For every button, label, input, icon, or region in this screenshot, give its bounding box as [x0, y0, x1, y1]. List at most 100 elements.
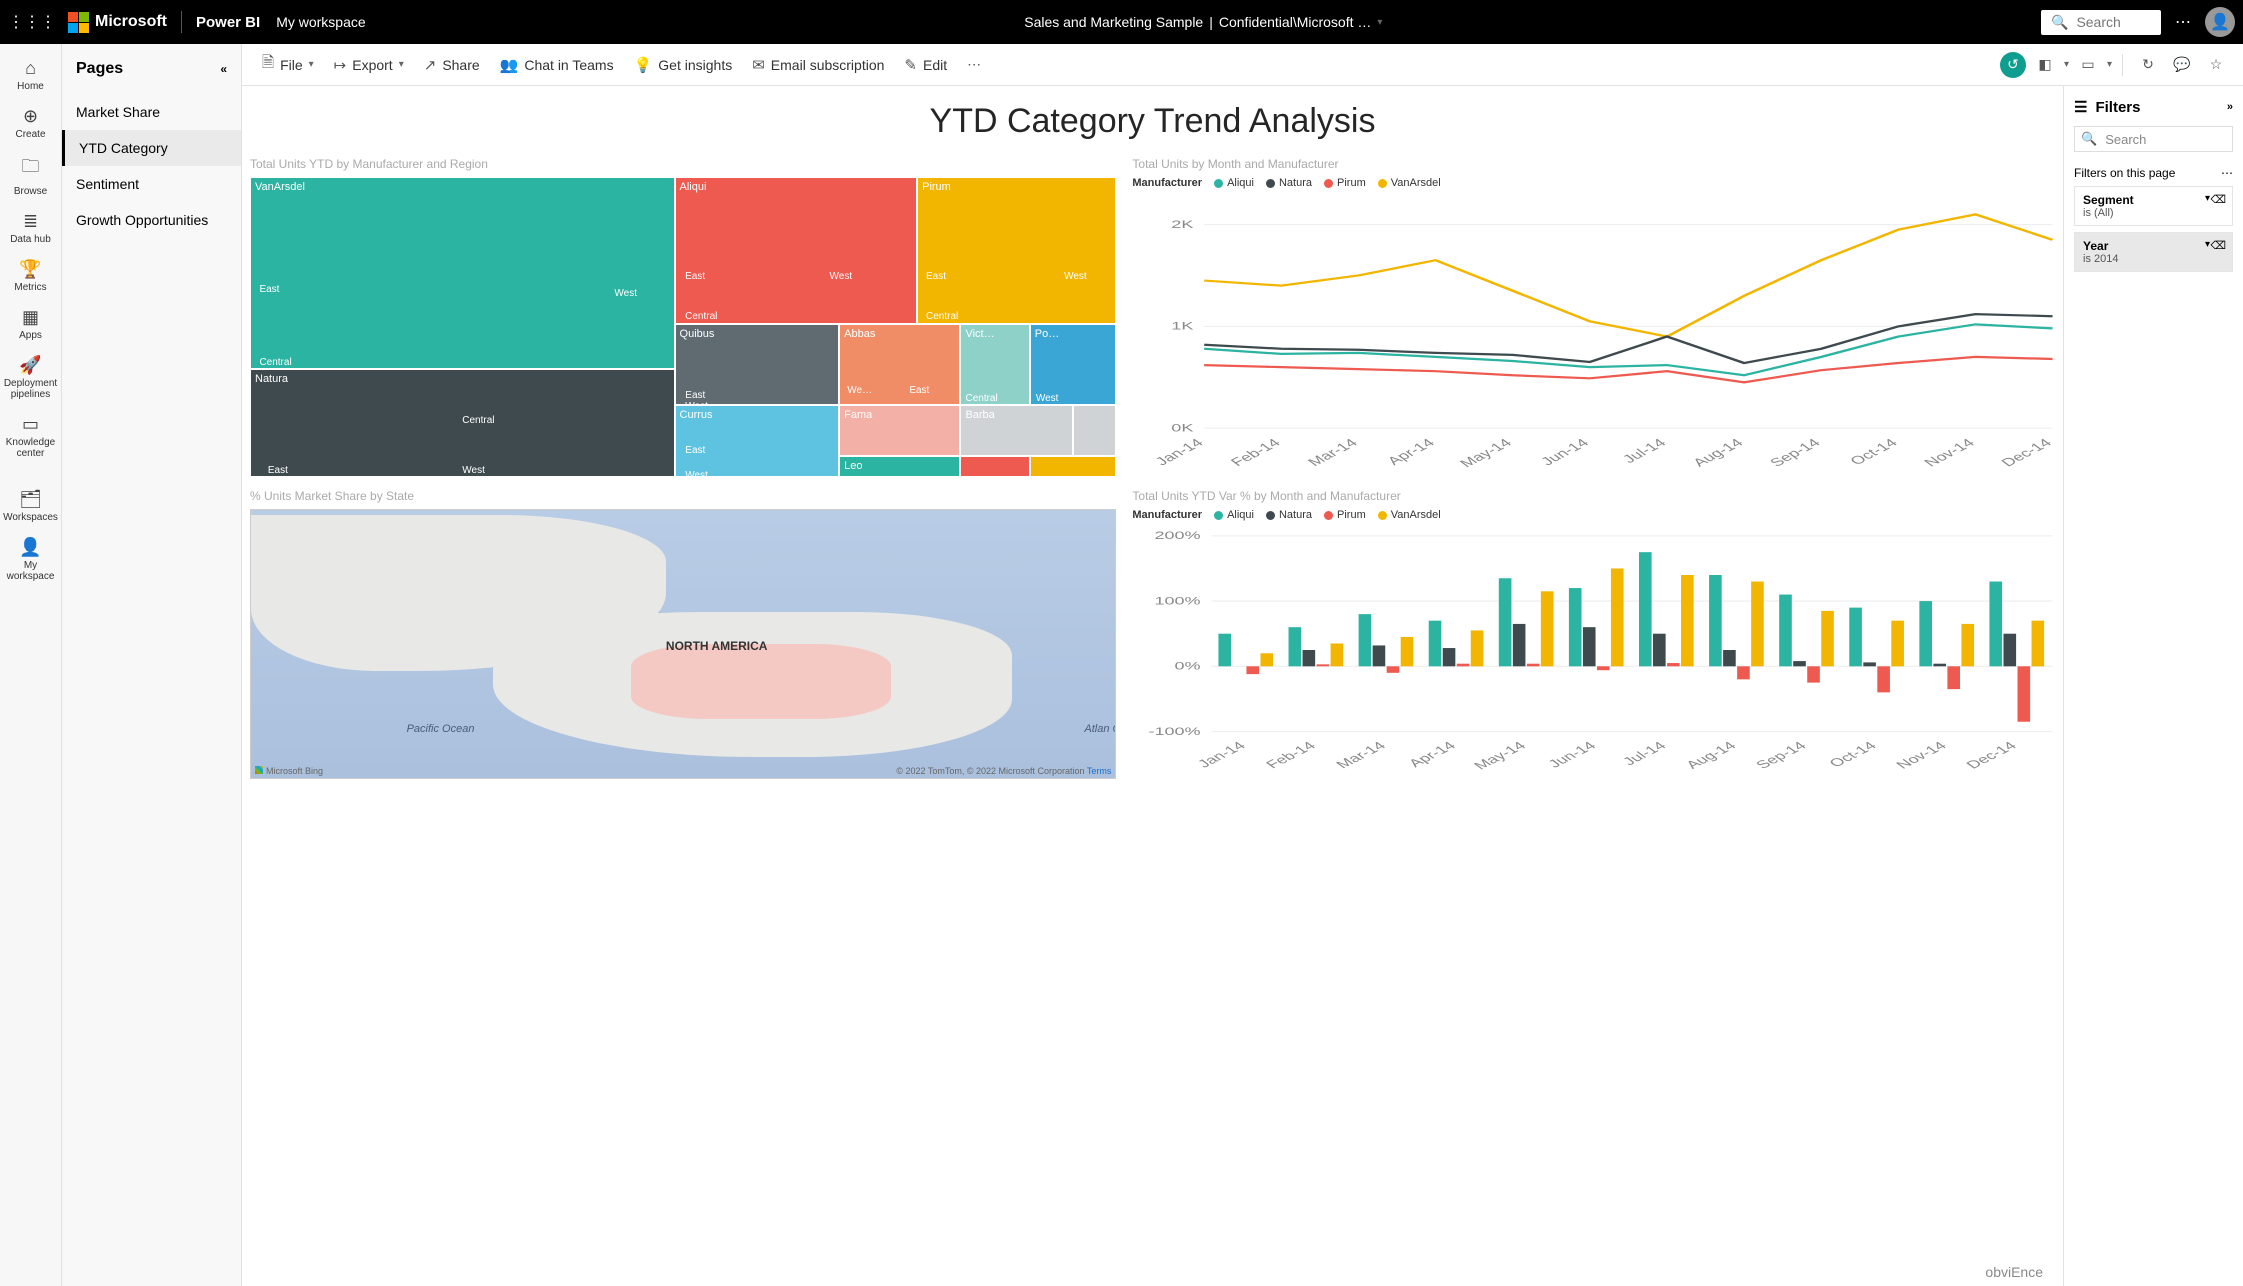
search-input[interactable] [2076, 14, 2146, 30]
nav-knowledge-center[interactable]: ▭Knowledge center [0, 408, 61, 465]
line-series[interactable] [1205, 357, 2053, 382]
treemap-chart[interactable]: VanArsdelEastWestCentralAliquiEastWestCe… [250, 177, 1116, 477]
more-actions-icon[interactable]: ⋯ [959, 50, 989, 80]
nav-data-hub[interactable]: ≣Data hub [0, 205, 61, 251]
line-series[interactable] [1205, 214, 2053, 336]
treemap-cell[interactable] [1030, 456, 1117, 477]
line-chart-panel[interactable]: Total Units by Month and Manufacturer Ma… [1132, 157, 2063, 477]
edit-button[interactable]: ✎Edit [896, 52, 955, 78]
bar[interactable] [1471, 630, 1484, 666]
bar[interactable] [1934, 664, 1947, 667]
nav-browse[interactable]: 🗀Browse [0, 148, 61, 203]
bar[interactable] [1611, 568, 1624, 666]
chevron-down-icon[interactable]: ▾ [1377, 17, 1382, 28]
nav-home[interactable]: ⌂Home [0, 52, 61, 98]
get-insights-button[interactable]: 💡Get insights [626, 52, 741, 78]
page-tab-market-share[interactable]: Market Share [62, 94, 241, 130]
treemap-cell[interactable]: VanArsdelEastWestCentral [250, 177, 675, 369]
bar[interactable] [1219, 634, 1232, 667]
bar-chart-panel[interactable]: Total Units YTD Var % by Month and Manuf… [1132, 489, 2063, 779]
bar[interactable] [1541, 591, 1554, 666]
user-avatar[interactable]: 👤 [2205, 7, 2235, 37]
nav-workspaces[interactable]: 🗂Workspaces [0, 483, 61, 529]
bar[interactable] [1878, 666, 1891, 692]
treemap-cell[interactable]: Po…West [1030, 324, 1117, 405]
bar[interactable] [1429, 621, 1442, 667]
bar[interactable] [1920, 601, 1933, 666]
nav-apps[interactable]: ▦Apps [0, 301, 61, 347]
filters-search[interactable]: 🔍 Search [2074, 126, 2233, 152]
legend-item[interactable]: Pirum [1324, 509, 1366, 521]
bar[interactable] [1513, 624, 1526, 666]
bar[interactable] [1303, 650, 1316, 666]
bar[interactable] [1387, 666, 1400, 673]
nav-create[interactable]: ⊕Create [0, 100, 61, 146]
bar[interactable] [1247, 666, 1260, 674]
bar[interactable] [1738, 666, 1751, 679]
nav-my-workspace[interactable]: 👤My workspace [0, 531, 61, 588]
bar[interactable] [1808, 666, 1821, 682]
treemap-cell[interactable]: CurrusEastWest [675, 405, 840, 477]
treemap-cell[interactable]: Fama [839, 405, 960, 456]
file-button[interactable]: 🗎File▾ [254, 48, 322, 81]
page-tab-growth-opportunities[interactable]: Growth Opportunities [62, 202, 241, 238]
bar[interactable] [1373, 645, 1386, 666]
reset-button[interactable]: ↺ [2000, 52, 2026, 78]
treemap-cell[interactable]: AliquiEastWestCentral [675, 177, 918, 324]
bar[interactable] [1443, 648, 1456, 666]
bar[interactable] [1653, 634, 1666, 667]
favorite-icon[interactable]: ☆ [2201, 50, 2231, 80]
map-chart[interactable]: NORTH AMERICA Pacific Ocean Atlan Oce Mi… [250, 509, 1116, 779]
treemap-cell[interactable] [960, 456, 1029, 477]
treemap-cell[interactable]: Leo [839, 456, 960, 477]
line-series[interactable] [1205, 314, 2053, 363]
bar[interactable] [1289, 627, 1302, 666]
view-icon[interactable]: ▭ [2073, 50, 2103, 80]
bar[interactable] [1794, 661, 1807, 666]
comment-icon[interactable]: 💬 [2167, 50, 2197, 80]
bar[interactable] [1583, 627, 1596, 666]
bar[interactable] [1527, 664, 1540, 667]
legend-item[interactable]: Aliqui [1214, 177, 1254, 189]
nav-deployment-pipelines[interactable]: 🚀Deployment pipelines [0, 349, 61, 406]
bar[interactable] [1499, 578, 1512, 666]
bookmark-chevron[interactable]: ▾ [2064, 59, 2069, 70]
treemap-cell[interactable]: QuibusEastWest [675, 324, 840, 405]
map-terms-link[interactable]: Terms [1087, 766, 1112, 776]
treemap-cell[interactable]: NaturaCentralEastWest [250, 369, 675, 477]
bar[interactable] [1780, 595, 1793, 667]
bar[interactable] [1709, 575, 1722, 666]
clear-filter-icon[interactable]: ⌫ [2210, 193, 2226, 206]
more-icon[interactable]: ⋯ [2175, 12, 2191, 32]
bar[interactable] [1317, 664, 1330, 666]
bar[interactable] [2004, 634, 2017, 667]
bar[interactable] [1948, 666, 1961, 689]
bar[interactable] [1990, 582, 2003, 667]
chevron-down-icon[interactable]: ▾ [2205, 193, 2210, 204]
bar[interactable] [1962, 624, 1975, 666]
bar[interactable] [2032, 621, 2045, 667]
legend-item[interactable]: Natura [1266, 509, 1312, 521]
global-search[interactable]: 🔍 [2041, 10, 2161, 35]
legend-item[interactable]: VanArsdel [1378, 509, 1441, 521]
bar[interactable] [1681, 575, 1694, 666]
email-subscription-button[interactable]: ✉Email subscription [744, 52, 892, 78]
page-tab-ytd-category[interactable]: YTD Category [62, 130, 241, 166]
bar[interactable] [1850, 608, 1863, 667]
bar[interactable] [1597, 666, 1610, 670]
export-button[interactable]: ↦Export▾ [326, 52, 412, 78]
legend-item[interactable]: Natura [1266, 177, 1312, 189]
treemap-cell[interactable]: PirumEastWestCentral [917, 177, 1116, 324]
bar[interactable] [2018, 666, 2031, 721]
refresh-icon[interactable]: ↻ [2133, 50, 2163, 80]
map-panel[interactable]: % Units Market Share by State NORTH AMER… [250, 489, 1116, 779]
view-chevron[interactable]: ▾ [2107, 59, 2112, 70]
legend-item[interactable]: Pirum [1324, 177, 1366, 189]
bar[interactable] [1457, 664, 1470, 667]
chevron-down-icon[interactable]: ▾ [2205, 239, 2210, 250]
bar[interactable] [1752, 582, 1765, 667]
legend-item[interactable]: Aliqui [1214, 509, 1254, 521]
bar[interactable] [1569, 588, 1582, 666]
expand-icon[interactable]: » [2227, 101, 2233, 113]
clear-filter-icon[interactable]: ⌫ [2210, 239, 2226, 252]
